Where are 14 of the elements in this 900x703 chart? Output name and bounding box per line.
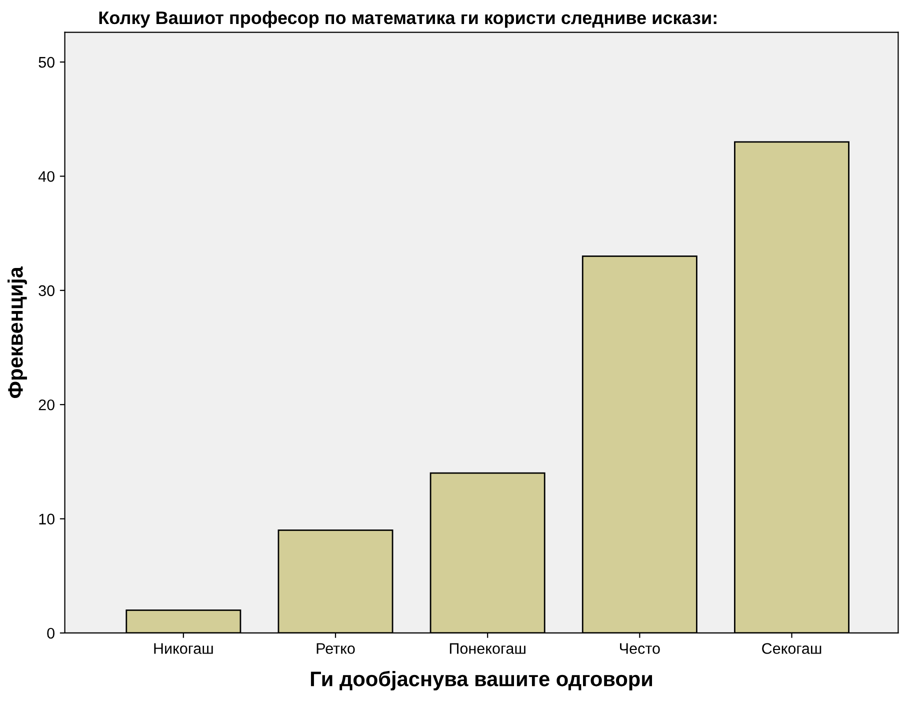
y-tick-label: 0 <box>47 628 54 639</box>
x-tick-label: Понекогаш <box>450 643 526 654</box>
y-tick-label: 20 <box>38 399 54 410</box>
y-tick-label: 40 <box>38 171 54 182</box>
chart-title: Колку Вашиот професор по математика ги користи следниве искази: <box>99 10 716 28</box>
y-tick-label: 50 <box>38 56 54 68</box>
x-tick-label: Ретко <box>316 643 355 654</box>
x-tick-label: Секогаш <box>762 643 822 654</box>
x-axis-title: Ги дообјаснува вашите одговори <box>310 670 652 690</box>
y-axis-title: Фреквенција <box>8 266 27 398</box>
y-tick-label: 10 <box>39 514 54 524</box>
x-tick-label: Често <box>620 643 660 654</box>
x-tick-label: Никогаш <box>154 643 213 654</box>
y-tick-label: 30 <box>38 285 54 296</box>
